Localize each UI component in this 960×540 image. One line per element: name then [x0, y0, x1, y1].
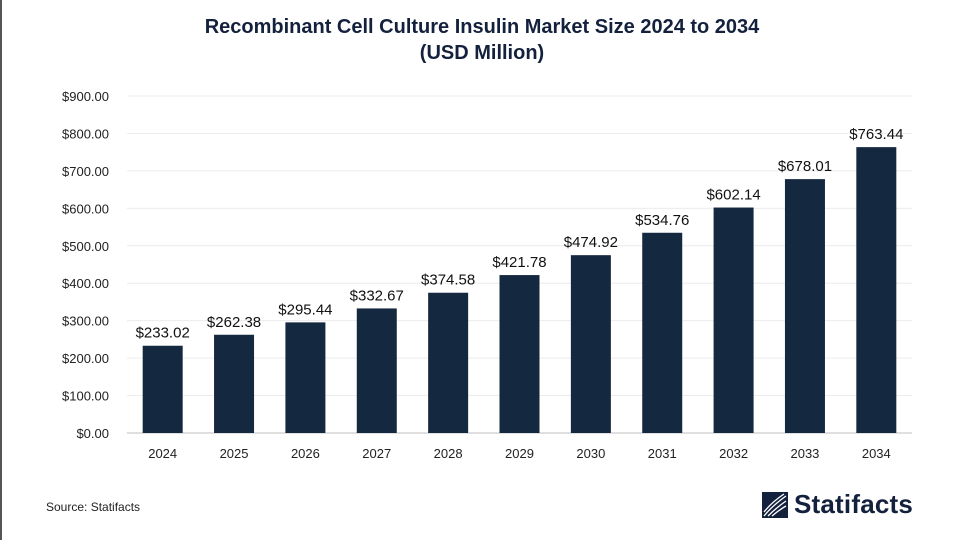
bar: [642, 232, 683, 433]
y-tick-label: $400.00: [62, 276, 109, 291]
bar: [856, 147, 897, 433]
x-tick-label: 2026: [291, 446, 320, 461]
data-label: $474.92: [564, 234, 618, 251]
bar: [499, 275, 540, 433]
logo-text: Statifacts: [794, 489, 914, 519]
bar: [713, 207, 754, 433]
x-tick-label: 2027: [362, 446, 391, 461]
data-label: $534.76: [635, 212, 689, 229]
data-label: $295.44: [278, 301, 332, 318]
chart-title: Recombinant Cell Culture Insulin Market …: [2, 14, 960, 66]
data-label: $374.58: [421, 272, 475, 289]
x-tick-label: 2029: [505, 446, 534, 461]
bar: [285, 322, 326, 433]
y-tick-label: $0.00: [76, 426, 109, 441]
x-tick-label: 2032: [719, 446, 748, 461]
data-label: $602.14: [706, 187, 760, 204]
bar: [142, 345, 183, 433]
data-label: $233.02: [136, 325, 190, 342]
bar: [428, 292, 469, 433]
subtitle-line: (USD Million): [419, 42, 545, 64]
data-label: $332.67: [350, 287, 404, 304]
x-tick-label: 2024: [148, 446, 177, 461]
y-tick-label: $300.00: [62, 314, 109, 329]
data-label: $421.78: [492, 254, 546, 271]
y-tick-label: $100.00: [62, 389, 109, 404]
data-label: $763.44: [849, 126, 903, 143]
y-tick-label: $800.00: [62, 126, 109, 141]
y-tick-label: $600.00: [62, 201, 109, 216]
x-tick-label: 2031: [648, 446, 677, 461]
data-label: $262.38: [207, 314, 261, 331]
x-tick-label: 2030: [576, 446, 605, 461]
logo-icon: [762, 491, 788, 518]
y-tick-label: $500.00: [62, 239, 109, 254]
data-label: $678.01: [778, 158, 832, 175]
bar: [214, 334, 255, 433]
x-tick-label: 2028: [434, 446, 463, 461]
y-tick-label: $700.00: [62, 164, 109, 179]
x-tick-label: 2033: [790, 446, 819, 461]
x-tick-label: 2025: [220, 446, 249, 461]
statifacts-logo: Statifacts: [762, 489, 913, 520]
x-tick-label: 2034: [862, 446, 891, 461]
y-tick-label: $200.00: [62, 351, 109, 366]
bar: [570, 255, 611, 433]
title-line: Recombinant Cell Culture Insulin Market …: [204, 16, 760, 38]
y-tick-label: $900.00: [62, 89, 109, 104]
source-note: Source: Statifacts: [46, 500, 141, 514]
bar: [356, 308, 397, 433]
bar: [784, 179, 825, 433]
